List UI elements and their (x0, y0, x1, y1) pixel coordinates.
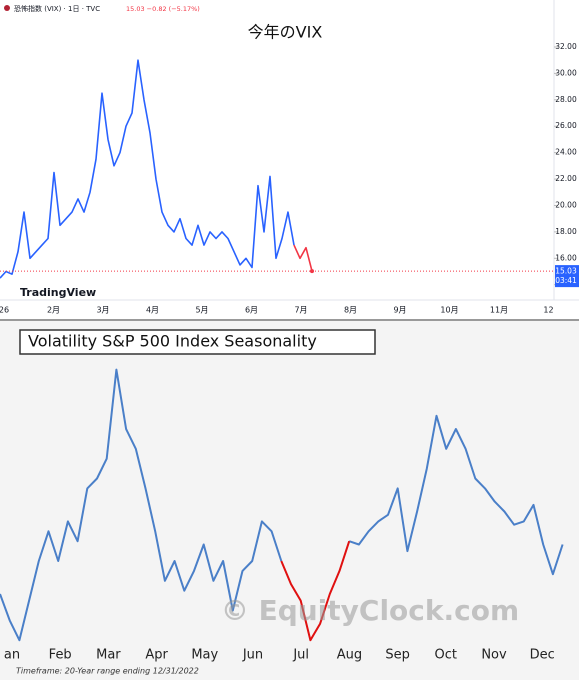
quote: 15.03 −0.82 (−5.17%) (126, 5, 200, 13)
x-tick-label: 2月 (47, 306, 60, 315)
top-panel (0, 0, 579, 320)
price-badge-value: 15.03 (555, 267, 577, 276)
data-line (280, 540, 351, 642)
x-tick-label: 11月 (490, 306, 508, 315)
x-tick-label: Jun (242, 648, 263, 663)
x-tick-label: 10月 (440, 306, 458, 315)
x-tick-label: Feb (49, 648, 72, 663)
x-tick-label: 12 (543, 306, 553, 315)
x-tick-label: 4月 (146, 306, 159, 315)
x-tick-label: 9月 (393, 306, 406, 315)
x-tick-label: an (4, 648, 20, 663)
x-tick-label: Oct (435, 648, 457, 663)
data-line (0, 368, 564, 642)
symbol-header: 恐怖指数 (VIX) · 1日 · TVC (14, 4, 100, 13)
y-tick-label: 28.00 (555, 95, 577, 104)
y-tick-label: 22.00 (555, 174, 577, 183)
x-tick-label: Jul (292, 648, 309, 663)
x-tick-label: 5月 (195, 306, 208, 315)
x-tick-label: 7月 (294, 306, 307, 315)
x-tick-label: May (191, 648, 218, 663)
chart-title: 今年のVIX (248, 23, 323, 42)
x-tick-label: 6月 (245, 306, 258, 315)
x-tick-label: 8月 (344, 306, 357, 315)
last-point (310, 269, 314, 274)
y-tick-label: 24.00 (555, 148, 577, 157)
y-tick-label: 20.00 (555, 200, 577, 209)
bottom-panel (0, 320, 579, 680)
y-tick-label: 30.00 (555, 68, 577, 77)
price-badge (555, 265, 579, 288)
x-tick-label: Sep (385, 648, 410, 663)
x-tick-label: Nov (481, 648, 507, 663)
y-tick-label: 26.00 (555, 121, 577, 130)
x-tick-label: Apr (145, 648, 168, 663)
price-badge-countdown: 03:41 (555, 276, 577, 285)
x-tick-label: Dec (530, 648, 555, 663)
data-line (293, 244, 313, 272)
brand: TradingView (20, 286, 96, 299)
footnote: Timeframe: 20-Year range ending 12/31/20… (16, 667, 199, 676)
y-tick-label: 16.00 (555, 253, 577, 262)
data-line (0, 59, 295, 279)
chart-title: Volatility S&P 500 Index Seasonality (28, 332, 317, 351)
watermark: © EquityClock.com (221, 594, 519, 627)
x-tick-label: 3月 (96, 306, 109, 315)
title-box (19, 329, 376, 355)
x-tick-label: 26 (0, 306, 9, 315)
y-tick-label: 32.00 (555, 42, 577, 51)
x-tick-label: Aug (337, 648, 362, 663)
flag-icon (4, 5, 10, 11)
y-tick-label: 18.00 (555, 227, 577, 236)
x-tick-label: Mar (96, 648, 121, 663)
